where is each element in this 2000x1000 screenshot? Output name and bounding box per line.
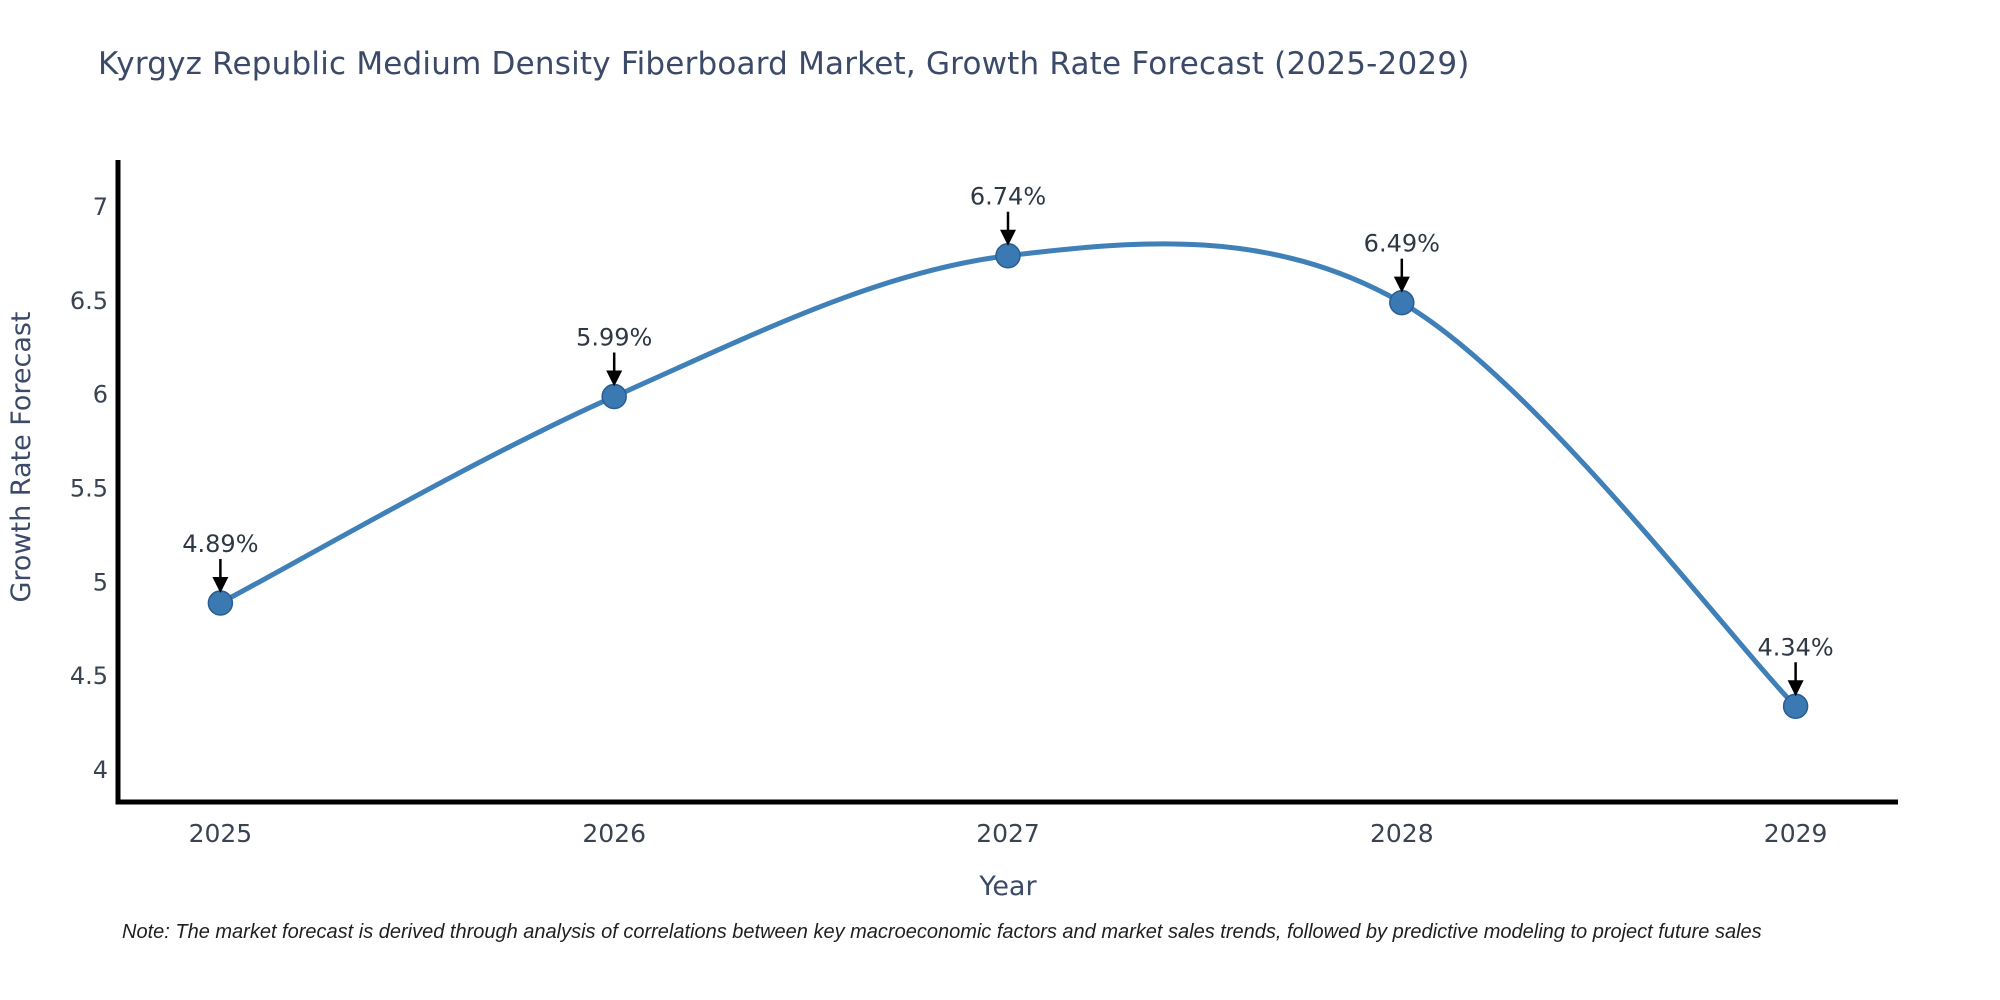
annotation-label: 4.34% (1757, 633, 1833, 661)
data-point-marker (207, 590, 234, 616)
data-point-marker (1389, 289, 1415, 316)
data-point-marker (601, 383, 627, 410)
x-tick-label: 2029 (1764, 819, 1828, 848)
y-tick-label: 7 (93, 193, 108, 221)
x-tick-label: 2026 (582, 819, 646, 848)
footnote: Note: The market forecast is derived thr… (122, 921, 1762, 943)
forecast-line (217, 241, 1799, 709)
chart-title: Kyrgyz Republic Medium Density Fiberboar… (98, 46, 1470, 82)
annotation-label: 6.49% (1364, 230, 1440, 258)
data-point-marker (995, 242, 1021, 269)
annotation-arrowhead (1787, 680, 1804, 697)
y-tick-label: 6 (93, 381, 108, 409)
annotation-arrowhead (1393, 276, 1410, 293)
annotation-arrowhead (606, 370, 623, 387)
x-axis-title: Year (978, 871, 1037, 902)
annotation-label: 5.99% (576, 324, 652, 352)
annotation-arrowhead (212, 577, 229, 594)
y-tick-label: 5.5 (70, 475, 108, 503)
data-point-marker (1782, 693, 1809, 720)
annotation-label: 6.74% (970, 183, 1046, 211)
y-tick-label: 5 (93, 568, 108, 596)
x-tick-label: 2027 (976, 819, 1040, 848)
annotation-label: 4.89% (182, 530, 258, 558)
annotation-arrowhead (1000, 229, 1016, 246)
x-tick-label: 2025 (189, 819, 253, 848)
y-tick-label: 6.5 (70, 287, 108, 315)
y-axis-title: Growth Rate Forecast (6, 311, 37, 602)
x-tick-label: 2028 (1370, 819, 1434, 848)
y-tick-label: 4 (93, 756, 108, 784)
y-tick-label: 4.5 (70, 662, 108, 690)
